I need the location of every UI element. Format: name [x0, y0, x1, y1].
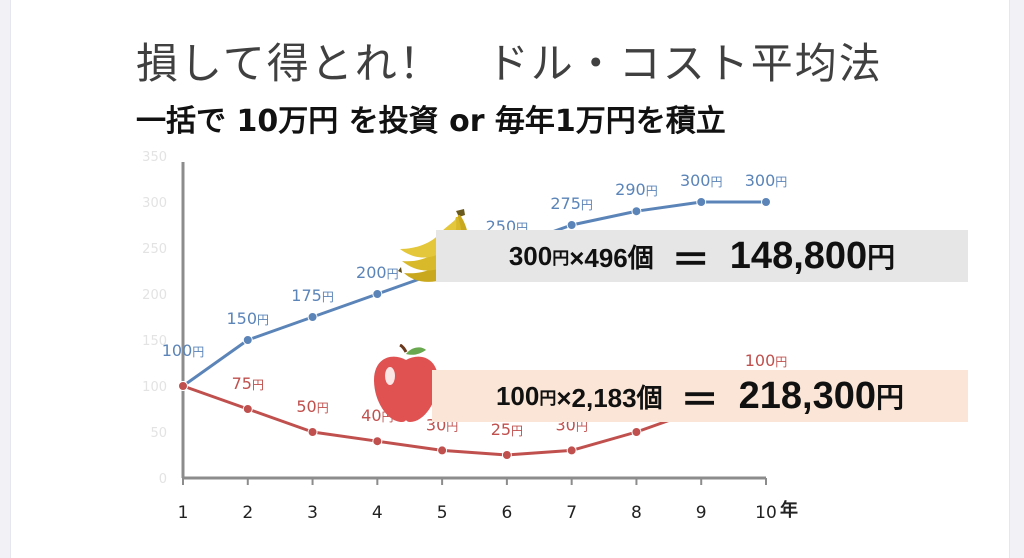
y-tick-label-1: 50 [150, 426, 167, 441]
apple-data-label-2: 75円 [232, 374, 264, 393]
x-tick-label-5: 5 [437, 503, 448, 523]
apple-equals: ＝ [680, 379, 719, 422]
apple-data-label-3: 50円 [296, 397, 328, 416]
banana-total-yen: 円 [867, 242, 896, 273]
x-tick-label-6: 6 [501, 503, 512, 523]
y-tick-label-7: 350 [142, 150, 167, 165]
banana-data-label-9: 300円 [680, 171, 723, 190]
apple-point-5 [437, 445, 448, 456]
banana-point-3 [307, 312, 318, 322]
banana-data-label-2: 150円 [226, 309, 269, 328]
banana-point-7 [566, 220, 577, 230]
banana-data-label-3: 175円 [291, 286, 334, 305]
banana-quantity: ×496個 [569, 242, 654, 273]
x-tick-label-3: 3 [307, 503, 318, 523]
apple-price: 100 [495, 380, 540, 411]
apple-point-4 [372, 436, 383, 447]
banana-equals: ＝ [671, 239, 710, 282]
x-tick-label-1: 1 [178, 503, 189, 523]
banana-point-4 [372, 289, 383, 299]
y-tick-label-5: 250 [142, 242, 167, 257]
banana-point-2 [242, 335, 253, 345]
banana-data-label-4: 200円 [356, 263, 399, 282]
apple-point-8 [631, 427, 642, 437]
banana-total-callout: 300 円 ×496個 ＝ 148,800 円 [436, 230, 968, 282]
apple-quantity: ×2,183個 [556, 382, 663, 413]
banana-data-label-10: 300円 [745, 171, 788, 190]
left-edge-strip [0, 0, 11, 558]
x-tick-label-9: 9 [696, 503, 707, 523]
banana-total-value: 148,800 [729, 234, 868, 277]
apple-point-3 [307, 427, 318, 437]
apple-data-label-10: 100円 [745, 351, 788, 370]
apple-icon [374, 344, 438, 422]
slide-subtitle: 一括で 10万円 を投資 or 毎年1万円を積立 [136, 104, 726, 139]
apple-point-1 [178, 381, 188, 391]
y-tick-label-2: 100 [142, 380, 167, 395]
y-tick-label-4: 200 [142, 288, 167, 303]
apple-total-value: 218,300 [738, 374, 876, 417]
apple-total-yen: 円 [876, 382, 905, 413]
apple-point-7 [566, 445, 577, 456]
x-tick-label-2: 2 [242, 503, 253, 523]
banana-point-8 [631, 206, 642, 217]
right-edge-strip [1009, 0, 1024, 558]
apple-point-2 [242, 404, 253, 414]
x-axis-unit: 年 [780, 499, 798, 521]
apple-total-callout: 100 円 ×2,183個 ＝ 218,300 円 [432, 370, 968, 422]
x-tick-label-4: 4 [372, 503, 383, 523]
banana-data-label-8: 290円 [615, 180, 658, 199]
y-tick-label-3: 150 [142, 334, 167, 349]
banana-data-label-7: 275円 [550, 194, 593, 213]
banana-price: 300 [508, 240, 553, 271]
x-tick-label-10: 10 [755, 503, 777, 523]
banana-data-label-1: 100円 [162, 341, 205, 360]
banana-price-yen: 円 [552, 248, 570, 268]
apple-data-label-6: 25円 [491, 420, 523, 439]
banana-point-10 [761, 197, 771, 207]
y-tick-label-0: 0 [159, 472, 167, 487]
apple-price-yen: 円 [539, 388, 557, 408]
banana-point-9 [696, 197, 707, 207]
apple-point-6 [501, 450, 512, 460]
x-tick-label-8: 8 [631, 503, 642, 523]
x-tick-label-7: 7 [566, 503, 577, 523]
y-tick-label-6: 300 [142, 196, 167, 211]
slide-title: 損して得とれ！ ドル・コスト平均法 [136, 39, 883, 88]
